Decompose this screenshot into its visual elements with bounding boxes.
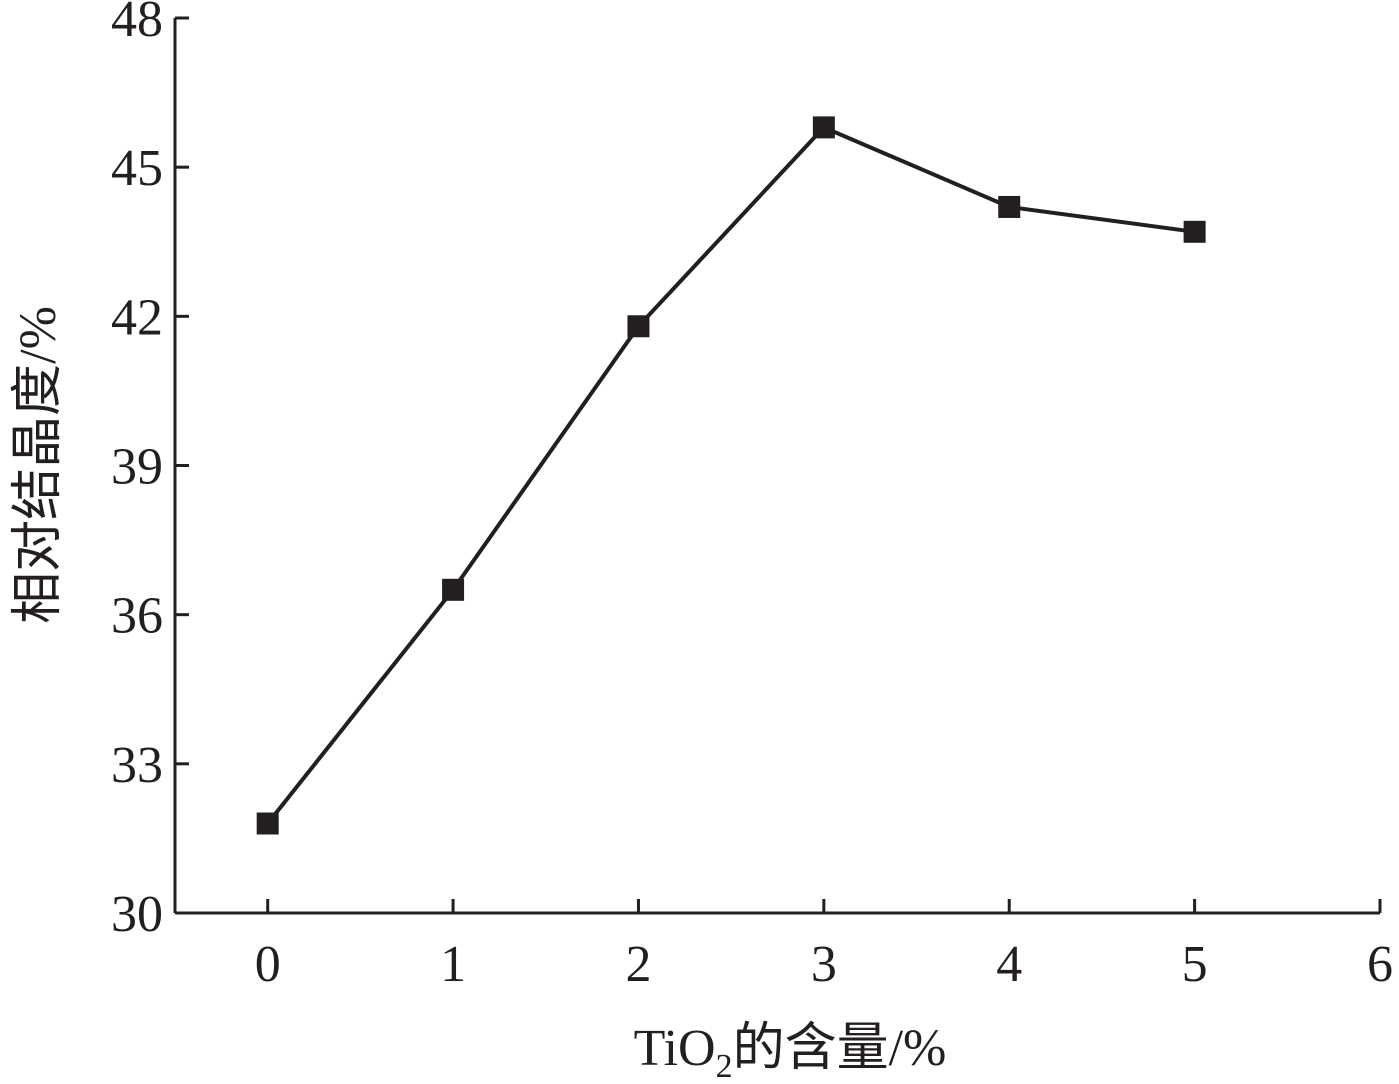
x-axis-title-main: TiO	[634, 1020, 716, 1077]
x-axis-title-suffix: 的含量/%	[733, 1020, 947, 1077]
x-tick-label: 5	[1182, 936, 1208, 993]
y-tick-label: 48	[111, 0, 163, 48]
series	[256, 116, 1206, 835]
x-tick-label: 2	[625, 936, 651, 993]
data-point	[256, 812, 279, 835]
y-tick-label: 30	[111, 886, 163, 943]
x-tick-label: 3	[811, 936, 837, 993]
series-line	[266, 124, 1195, 825]
y-axis-title: 相对结晶度/%	[10, 306, 67, 624]
axes	[173, 18, 1380, 915]
x-axis-title: TiO2的含量/%	[634, 1020, 947, 1084]
data-point	[998, 195, 1021, 218]
x-tick-label: 0	[255, 936, 281, 993]
y-tick-label: 33	[111, 737, 163, 794]
x-tick-label: 4	[996, 936, 1022, 993]
data-point	[812, 116, 835, 139]
data-point	[442, 578, 465, 601]
x-tick-label: 1	[440, 936, 466, 993]
y-tick-label: 36	[111, 588, 163, 645]
y-tick-label: 42	[111, 289, 163, 346]
x-axis-title-subscript: 2	[716, 1048, 733, 1084]
y-tick-label: 39	[111, 439, 163, 496]
x-ticks: 0 1 2 3 4 5 6	[255, 899, 1393, 993]
y-ticks: 30 33 36 39 42 45 48	[111, 0, 189, 943]
data-point	[1183, 220, 1206, 243]
y-tick-label: 45	[111, 140, 163, 197]
data-point	[627, 315, 650, 338]
x-tick-label: 6	[1367, 936, 1393, 993]
